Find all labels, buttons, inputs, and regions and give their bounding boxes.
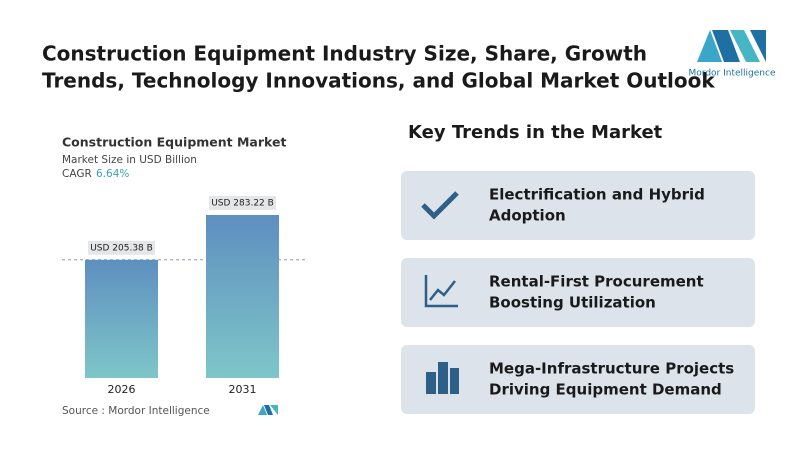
value-label: USD 205.38 B [90, 243, 153, 253]
trend-card [401, 345, 755, 414]
logo: Mordor Intelligence [689, 30, 776, 79]
trend-text: Driving Equipment Demand [489, 381, 722, 399]
trend-text: Mega-Infrastructure Projects [489, 360, 734, 378]
value-label-bg [209, 196, 276, 210]
value-label-bg [88, 240, 155, 255]
icon-chart [424, 275, 458, 308]
trend-text: Adoption [489, 207, 566, 225]
icon-buildings [426, 362, 459, 394]
logo-text: Mordor Intelligence [689, 69, 776, 79]
trends-heading: Key Trends in the Market [408, 122, 663, 143]
x-tick-label: 2031 [229, 383, 257, 396]
page-title: Trends, Technology Innovations, and Glob… [42, 69, 715, 93]
cagr-value: 6.64% [96, 168, 129, 180]
trend-text: Rental-First Procurement [489, 273, 704, 291]
x-tick-label: 2026 [108, 383, 136, 396]
small-logo [258, 405, 278, 415]
bar [206, 215, 279, 378]
trend-text: Boosting Utilization [489, 294, 656, 312]
chart-title: Construction Equipment Market [62, 135, 286, 150]
source: Source : Mordor Intelligence [62, 405, 210, 417]
chart-subtitle: Market Size in USD Billion [62, 154, 197, 166]
value-label: USD 283.22 B [211, 199, 274, 209]
trend-text: Electrification and Hybrid [489, 186, 705, 204]
icon-check [421, 191, 459, 220]
page-title: Construction Equipment Industry Size, Sh… [42, 42, 647, 66]
cagr-label: CAGR [62, 168, 92, 180]
bar [85, 259, 158, 378]
trend-card [401, 171, 755, 240]
trend-card [401, 258, 755, 327]
